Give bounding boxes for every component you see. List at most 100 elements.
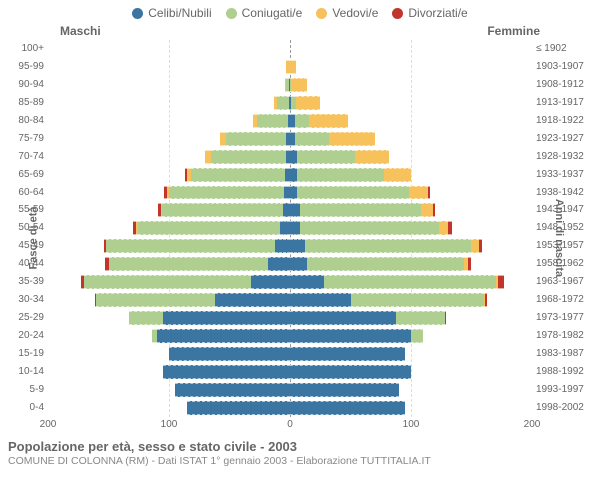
bar-segment (300, 203, 421, 217)
legend-swatch (316, 8, 327, 19)
bar-segment (268, 257, 290, 271)
pyramid-row: 25-291973-1977 (48, 309, 532, 327)
bar-segment (324, 275, 496, 289)
age-label: 95-99 (6, 58, 44, 76)
bar-segment (384, 168, 411, 182)
bar-segment (290, 221, 300, 235)
bar-segment (290, 311, 396, 325)
bar-male (48, 78, 290, 92)
bar-male (48, 42, 290, 56)
pyramid-row: 60-641938-1942 (48, 184, 532, 202)
birth-label: 1913-1917 (536, 94, 596, 112)
bar-segment (428, 186, 430, 200)
pyramid-row: 65-691933-1937 (48, 166, 532, 184)
bar-segment (129, 311, 163, 325)
birth-label: 1968-1972 (536, 291, 596, 309)
legend-swatch (392, 8, 403, 19)
age-label: 65-69 (6, 166, 44, 184)
chart-title: Popolazione per età, sesso e stato civil… (8, 439, 592, 454)
pyramid-row: 85-891913-1917 (48, 94, 532, 112)
bar-segment (300, 221, 439, 235)
bar-segment (396, 311, 444, 325)
side-titles: Maschi Femmine (0, 20, 600, 40)
legend-swatch (226, 8, 237, 19)
legend-swatch (132, 8, 143, 19)
bar-female (290, 96, 532, 110)
bar-segment (290, 186, 297, 200)
birth-label: 1933-1937 (536, 166, 596, 184)
legend-item: Coniugati/e (226, 6, 303, 20)
birth-label: 1918-1922 (536, 112, 596, 130)
bar-female (290, 401, 532, 415)
bar-segment (297, 168, 384, 182)
bar-segment (191, 168, 285, 182)
age-label: 70-74 (6, 148, 44, 166)
age-label: 85-89 (6, 94, 44, 112)
bar-male (48, 114, 290, 128)
age-label: 15-19 (6, 345, 44, 363)
birth-label: 1928-1932 (536, 148, 596, 166)
x-tick: 200 (524, 419, 541, 430)
pyramid-row: 70-741928-1932 (48, 148, 532, 166)
age-label: 60-64 (6, 184, 44, 202)
birth-label: 1988-1992 (536, 363, 596, 381)
bar-segment (290, 275, 324, 289)
legend-label: Divorziati/e (408, 6, 467, 20)
pyramid-row: 90-941908-1912 (48, 76, 532, 94)
bar-male (48, 203, 290, 217)
bar-male (48, 150, 290, 164)
bar-segment (411, 329, 423, 343)
bar-segment (409, 186, 428, 200)
bar-male (48, 401, 290, 415)
age-label: 80-84 (6, 112, 44, 130)
bar-segment (175, 383, 290, 397)
chart-subtitle: COMUNE DI COLONNA (RM) - Dati ISTAT 1° g… (8, 455, 592, 467)
pyramid-row: 30-341968-1972 (48, 291, 532, 309)
bar-female (290, 42, 532, 56)
birth-label: ≤ 1902 (536, 40, 596, 58)
bar-segment (187, 401, 290, 415)
pyramid-row: 80-841918-1922 (48, 112, 532, 130)
bar-male (48, 186, 290, 200)
bar-segment (290, 401, 405, 415)
birth-label: 1973-1977 (536, 309, 596, 327)
age-label: 10-14 (6, 363, 44, 381)
bar-male (48, 96, 290, 110)
bar-segment (138, 221, 281, 235)
bars-container: 100+≤ 190295-991903-190790-941908-191285… (48, 40, 532, 417)
bar-male (48, 60, 290, 74)
bar-male (48, 168, 290, 182)
bar-segment (162, 203, 283, 217)
bar-segment (226, 132, 287, 146)
bar-female (290, 114, 532, 128)
bar-segment (351, 293, 484, 307)
bar-segment (169, 347, 290, 361)
bar-female (290, 275, 532, 289)
pyramid-row: 95-991903-1907 (48, 58, 532, 76)
birth-label: 1963-1967 (536, 273, 596, 291)
bar-segment (257, 114, 287, 128)
bar-male (48, 347, 290, 361)
bar-segment (309, 114, 348, 128)
bar-segment (290, 329, 411, 343)
pyramid-row: 35-391963-1967 (48, 273, 532, 291)
plot-area: Fasce di età Anni di nascita 100+≤ 19029… (0, 40, 600, 435)
bar-female (290, 60, 532, 74)
bar-segment (290, 293, 351, 307)
bar-segment (290, 239, 305, 253)
birth-label: 1958-1962 (536, 255, 596, 273)
bar-male (48, 311, 290, 325)
bar-segment (290, 347, 405, 361)
bar-segment (297, 150, 355, 164)
bar-segment (433, 203, 435, 217)
bar-female (290, 186, 532, 200)
birth-label: 1908-1912 (536, 76, 596, 94)
x-tick: 0 (287, 419, 293, 430)
age-label: 30-34 (6, 291, 44, 309)
age-label: 75-79 (6, 130, 44, 148)
bar-segment (290, 383, 399, 397)
bar-segment (296, 96, 320, 110)
bar-male (48, 293, 290, 307)
pyramid-row: 20-241978-1982 (48, 327, 532, 345)
bar-segment (439, 221, 449, 235)
